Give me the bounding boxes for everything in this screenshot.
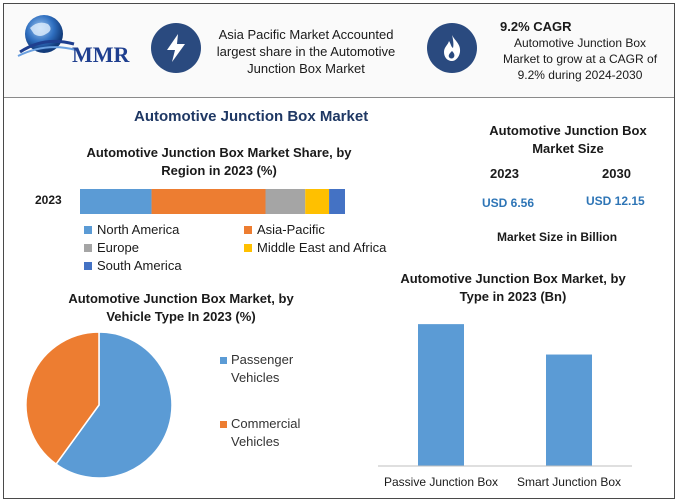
infographic-frame: MMR Asia Pacific Market Accounted larges… [3, 3, 675, 499]
cagr-line2: Market to grow at a CAGR of [502, 52, 658, 66]
info1-line3: Junction Box Market [247, 61, 365, 76]
category-label-2023: 2023 [35, 193, 62, 207]
legend-swatch [220, 357, 227, 364]
legend-swatch [84, 261, 92, 270]
year-2023-label: 2023 [490, 166, 519, 181]
legend-south-america: South America [84, 258, 182, 273]
main-title: Automotive Junction Box Market [134, 108, 369, 125]
stacked-segments [80, 189, 345, 214]
pie-slice-commercial-vehicles [25, 331, 100, 466]
brand-name: MMR [72, 42, 130, 67]
legend-north-america: North America [84, 222, 179, 237]
pie-legend-label-line1: Commercial [231, 416, 301, 431]
pie-legend-label-line1: Passenger [231, 352, 294, 367]
bar-segment-south-america [329, 189, 345, 214]
pie-legend-label-line2: Vehicles [231, 370, 280, 385]
brand-logo: MMR [14, 12, 144, 72]
bar-smart-junction-box [546, 354, 592, 466]
info-asia-pacific: Asia Pacific Market Accounted largest sh… [208, 26, 404, 77]
info1-line1: Asia Pacific Market Accounted [218, 27, 394, 42]
pie-legend-passenger: Passenger Vehicles [220, 351, 293, 387]
region-title-line2: Region in 2023 (%) [161, 163, 277, 178]
flame-icon [427, 23, 477, 73]
market-size-unit-note: Market Size in Billion [497, 230, 618, 244]
cagr-title: 9.2% CAGR [500, 19, 572, 34]
type-bar-chart: Passive Junction Box Smart Junction Box [378, 324, 632, 489]
vehicle-title-line2: Vehicle Type In 2023 (%) [106, 309, 256, 324]
legend-swatch [220, 421, 227, 428]
bar-segment-asia-pacific [151, 189, 266, 214]
legend-swatch [244, 243, 252, 252]
pie-legend-label-line2: Vehicles [231, 434, 280, 449]
vehicle-chart-title: Automotive Junction Box Market, by Vehic… [56, 290, 306, 326]
bar-segment-europe [265, 189, 306, 214]
type-chart-title: Automotive Junction Box Market, by Type … [382, 270, 644, 306]
info1-line2: largest share in the Automotive [216, 44, 396, 59]
legend-label: North America [97, 222, 180, 237]
year-2030-label: 2030 [602, 166, 631, 181]
legend-swatch [84, 225, 92, 234]
bar-segment-middle-east-and-africa [305, 189, 330, 214]
cagr-line1: Automotive Junction Box [513, 36, 647, 50]
cagr-line3: 9.2% during 2024-2030 [517, 68, 643, 82]
x-tick-label: Smart Junction Box [517, 475, 621, 489]
vehicle-title-line1: Automotive Junction Box Market, by [68, 291, 294, 306]
legend-label: Europe [97, 240, 139, 255]
market-size-title-line2: Market Size [532, 141, 604, 156]
type-title-line1: Automotive Junction Box Market, by [400, 271, 626, 286]
globe-icon [17, 15, 77, 57]
type-title-line2: Type in 2023 (Bn) [459, 289, 567, 304]
legend-swatch [84, 243, 92, 252]
bar-passive-junction-box [418, 324, 464, 466]
pie-legend-commercial: Commercial Vehicles [220, 415, 300, 451]
region-title-line1: Automotive Junction Box Market Share, by [86, 145, 352, 160]
header-band [4, 4, 674, 98]
info-cagr: 9.2% CAGR Automotive Junction Box Market… [482, 18, 678, 83]
market-size-title-line1: Automotive Junction Box [489, 123, 647, 138]
legend-label: South America [97, 258, 182, 273]
legend-label: Middle East and Africa [257, 240, 387, 255]
x-tick-label: Passive Junction Box [384, 475, 498, 489]
region-chart-title: Automotive Junction Box Market Share, by… [74, 144, 364, 180]
bar-segment-north-america [80, 189, 152, 214]
legend-europe: Europe [84, 240, 139, 255]
legend-swatch [244, 225, 252, 234]
pie-slice-passenger-vehicles [55, 331, 173, 479]
lightning-icon [151, 23, 201, 73]
region-stacked-bar-chart: 2023 [35, 189, 345, 214]
legend-label: Asia-Pacific [257, 222, 325, 237]
vehicle-pie-chart [25, 331, 173, 479]
legend-middle-east-africa: Middle East and Africa [244, 240, 386, 255]
legend-asia-pacific: Asia-Pacific [244, 222, 325, 237]
value-2023: USD 6.56 [482, 196, 535, 210]
market-size-title: Automotive Junction Box Market Size [468, 122, 668, 158]
value-2030: USD 12.15 [586, 194, 645, 208]
